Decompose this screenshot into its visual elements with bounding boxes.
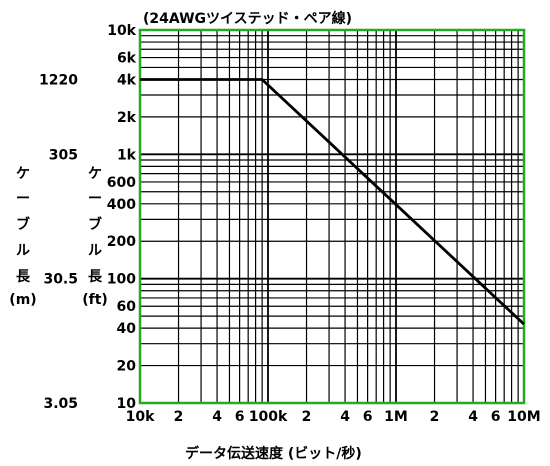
x-tick-label: 6: [491, 409, 501, 425]
y-tick-labels-ft: 10k 6k 4k 2k 1k 600 400 200 100 60 40 20 10: [107, 23, 137, 412]
y-axis-label-m-char: 長: [16, 269, 31, 285]
plot-frame: [138, 28, 526, 405]
chart-title: (24AWGツイステッド・ペア線): [143, 10, 352, 27]
y-axis-label-ft-char: 長: [88, 269, 103, 285]
y-tick-labels-m: 1220 305 30.5 3.05: [39, 72, 78, 412]
y-tick-label-m: 305: [49, 147, 78, 163]
y-tick-label-ft: 60: [117, 299, 137, 315]
x-tick-label: 6: [363, 409, 373, 425]
y-tick-label-ft: 200: [107, 234, 136, 250]
y-tick-label-ft: 1k: [117, 147, 137, 163]
y-axis-label-m-char: (m): [9, 292, 36, 308]
y-tick-label-ft: 2k: [117, 110, 137, 126]
x-tick-label: 6: [235, 409, 245, 425]
grid: [140, 30, 524, 403]
y-tick-label-ft: 40: [117, 321, 137, 337]
y-axis-label-m-char: ー: [16, 191, 30, 207]
y-axis-label-m-char: ル: [16, 243, 30, 259]
x-tick-labels: 10k 2 4 6 100k 2 4 6 1M 2 4 6 10M: [126, 409, 541, 425]
y-axis-label-ft-char: ケ: [88, 166, 102, 182]
y-tick-label-ft: 20: [117, 359, 137, 375]
x-tick-label: 2: [302, 409, 312, 425]
x-tick-label: 4: [468, 409, 478, 425]
y-tick-label-ft: 6k: [117, 51, 137, 67]
y-tick-label-ft: 10k: [107, 23, 136, 39]
y-tick-label-m: 1220: [39, 72, 78, 88]
x-tick-label: 2: [430, 409, 440, 425]
y-axis-label-m-char: ブ: [16, 216, 30, 233]
y-tick-label-m: 30.5: [43, 272, 78, 288]
y-tick-label-ft: 100: [107, 272, 136, 288]
x-tick-label: 100k: [249, 409, 288, 425]
y-tick-label-ft: 600: [107, 175, 136, 191]
x-tick-label: 1M: [384, 409, 408, 425]
y-tick-label-m: 3.05: [43, 396, 78, 412]
x-tick-label: 10M: [507, 409, 540, 425]
y-axis-label-ft-char: (ft): [82, 292, 108, 308]
x-tick-label: 4: [212, 409, 222, 425]
series-layer: [140, 78, 525, 326]
x-axis-label: データ伝送速度 (ビット/秒): [185, 445, 362, 462]
x-tick-label: 2: [174, 409, 184, 425]
series-line: [140, 78, 525, 326]
x-tick-label: 4: [340, 409, 350, 425]
y-axis-label-m-char: ケ: [16, 166, 30, 182]
y-tick-label-ft: 400: [107, 197, 136, 213]
y-tick-label-ft: 4k: [117, 72, 137, 88]
y-tick-label-ft: 10: [117, 396, 137, 412]
y-axis-label-ft-char: ブ: [88, 216, 102, 233]
x-tick-label: 10k: [126, 409, 155, 425]
y-axis-label-ft-char: ル: [88, 243, 102, 259]
y-axis-label-ft-char: ー: [88, 191, 102, 207]
